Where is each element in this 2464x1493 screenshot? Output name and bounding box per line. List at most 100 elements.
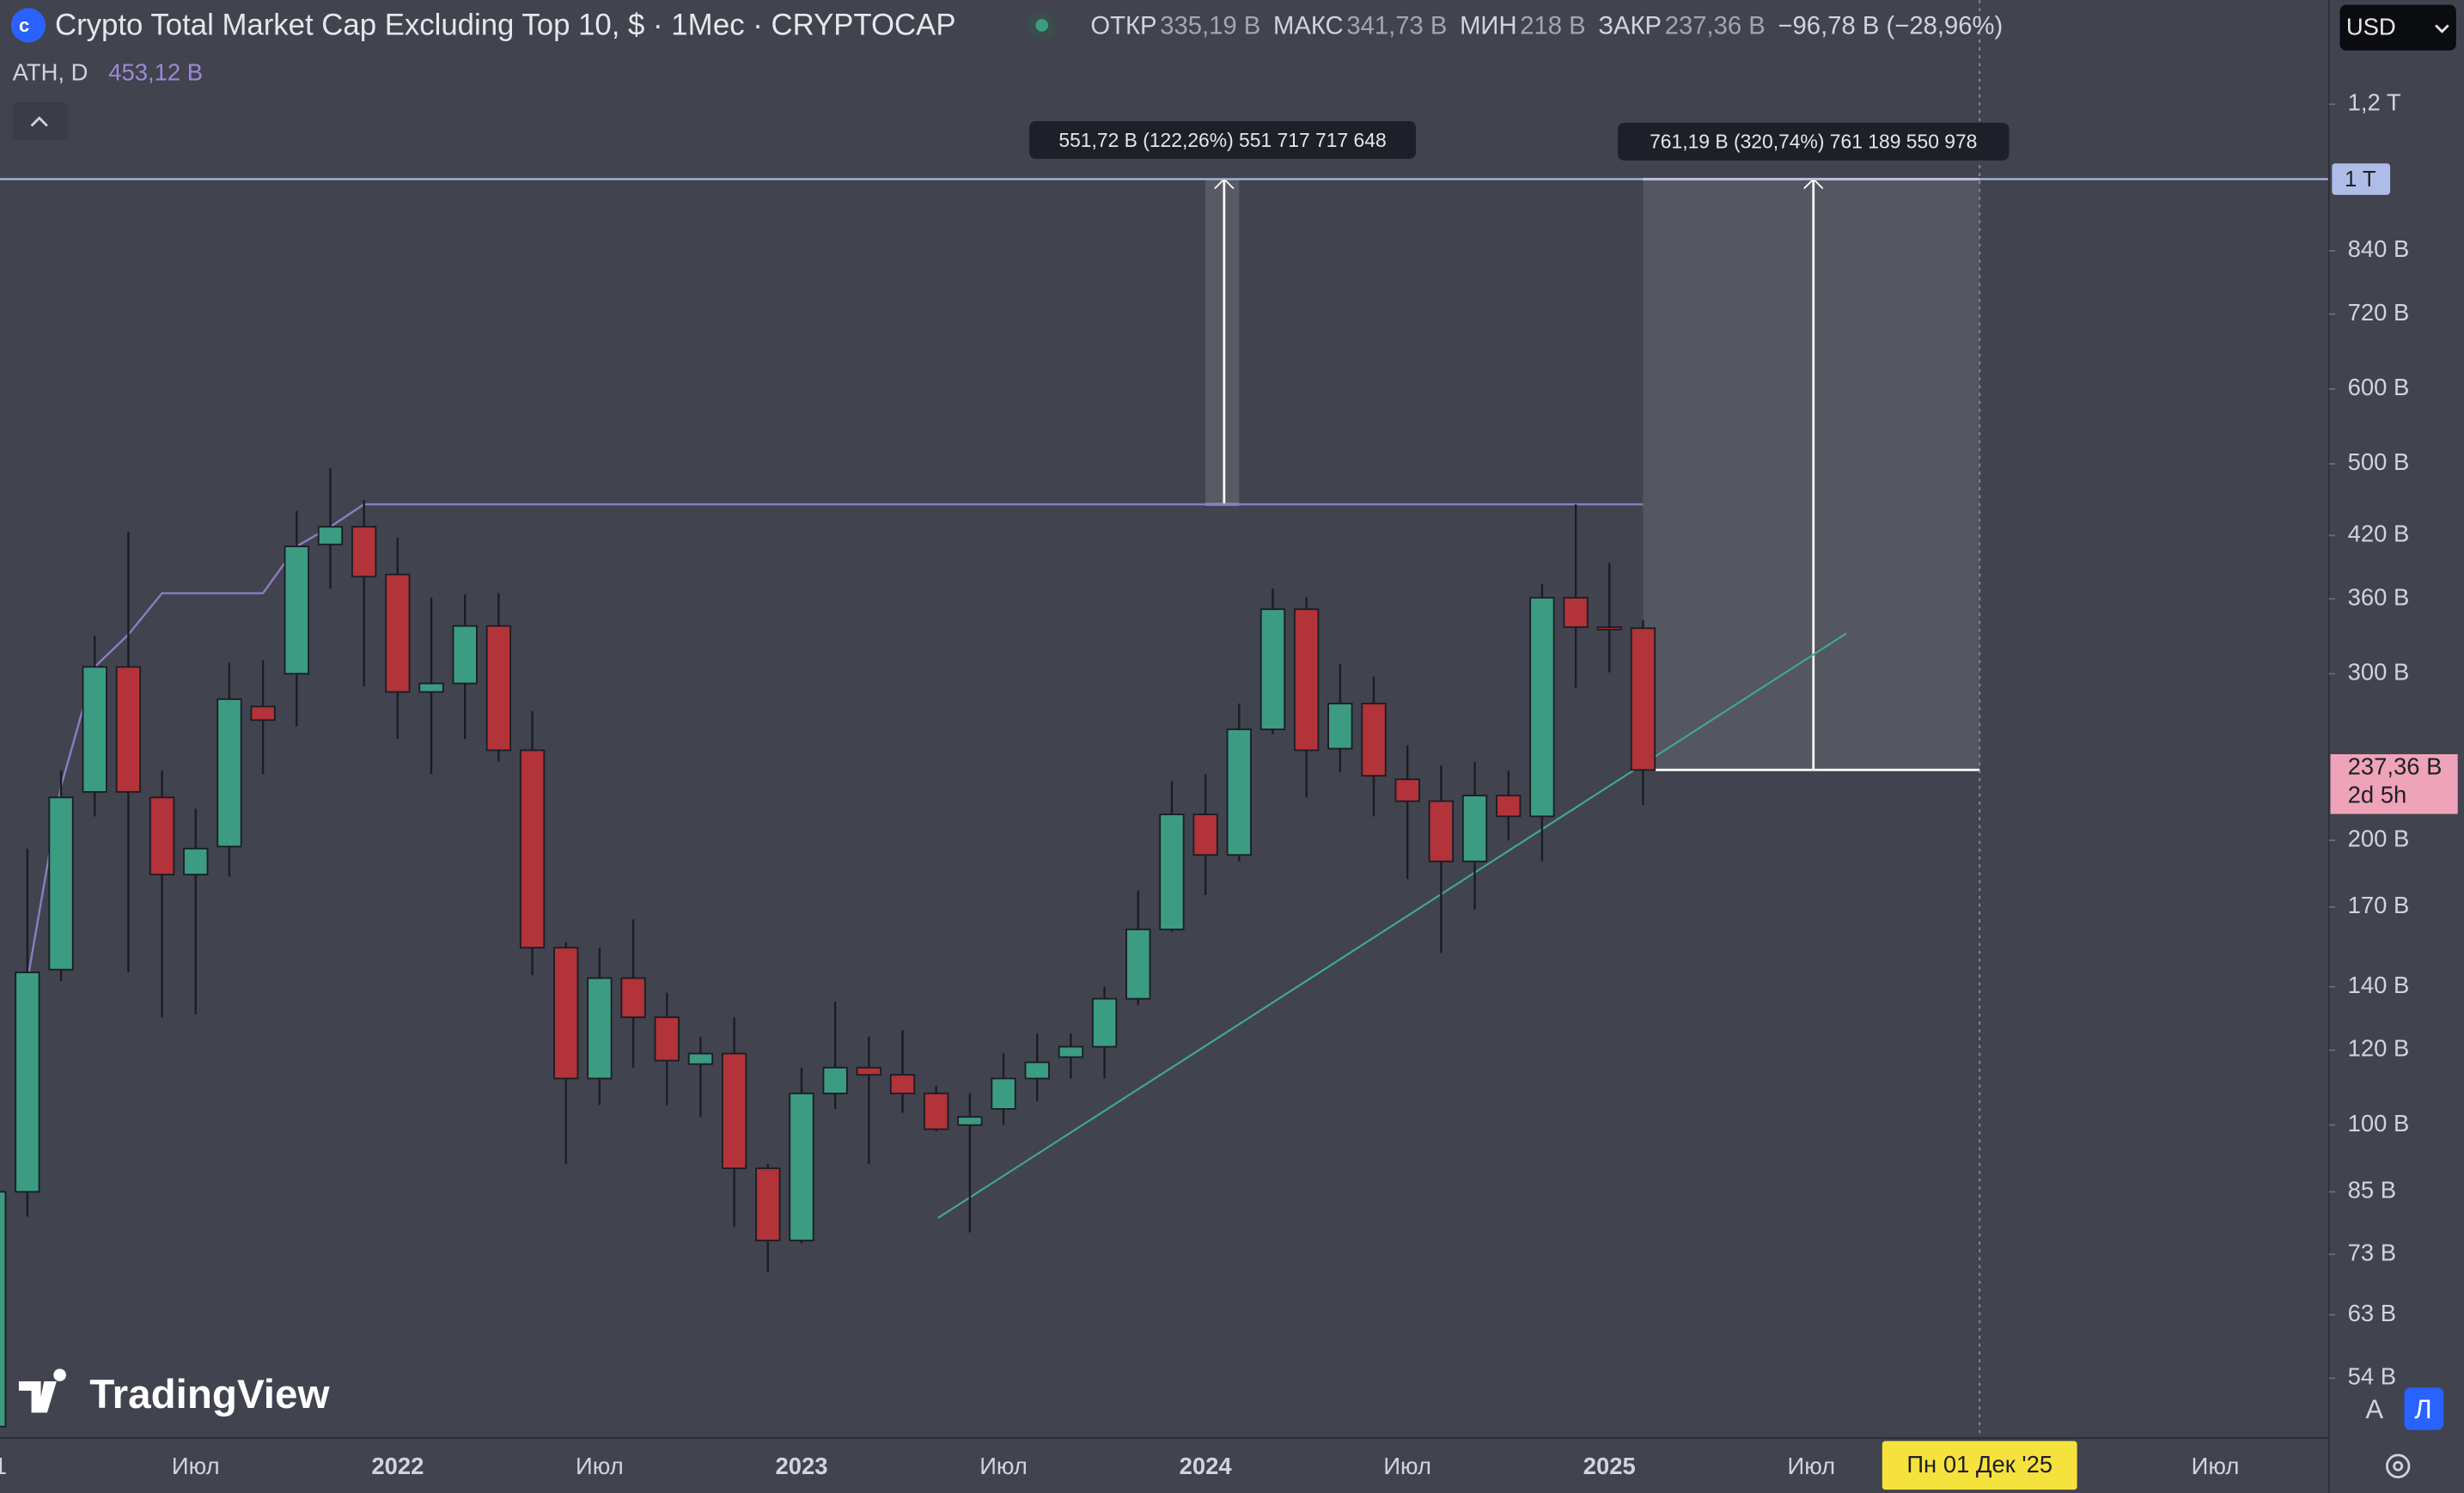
measure-label: 551,72 B (122,26%) 551 717 717 648 <box>1058 129 1386 151</box>
measure-label-bg <box>1618 122 2010 161</box>
candle-body <box>1259 608 1286 730</box>
x-tick-label: Июл <box>1788 1453 1836 1479</box>
collapse-button[interactable] <box>12 102 68 140</box>
candle-body <box>957 1116 983 1126</box>
candle-body <box>1394 778 1420 802</box>
y-tick-label: 120 B <box>2348 1035 2410 1062</box>
y-tick-label: 840 B <box>2348 235 2410 262</box>
stat-value: 335,19 B <box>1160 12 1260 40</box>
x-tick-label: Июл <box>2192 1453 2240 1479</box>
y-tick-label: 360 B <box>2348 583 2410 610</box>
settings-icon[interactable] <box>2386 1453 2411 1478</box>
candle-body <box>1596 626 1622 631</box>
crosshair-badge <box>1882 1441 2077 1490</box>
y-tick-label: 140 B <box>2348 972 2410 998</box>
y-tick-label: 600 B <box>2348 374 2410 400</box>
candle-body <box>48 796 74 971</box>
stat-value: 341,73 B <box>1346 12 1447 40</box>
candle-body <box>822 1066 848 1094</box>
candle-body <box>721 1052 747 1169</box>
last-price-badge <box>2330 754 2458 814</box>
y-tick-label: 85 B <box>2348 1177 2396 1204</box>
candle-body <box>1529 596 1555 818</box>
x-tick-label: Июл <box>1383 1453 1431 1479</box>
measure-box <box>1205 179 1240 505</box>
logo-icon <box>18 1368 66 1413</box>
auto-scale-button[interactable]: A <box>2365 1394 2383 1424</box>
x-tick-label: 2024 <box>1180 1453 1233 1479</box>
hline-label: 1 T <box>2345 168 2376 192</box>
log-scale-button[interactable] <box>2404 1387 2444 1430</box>
candle-body <box>485 625 512 752</box>
chart-title: Crypto Total Market Cap Excluding Top 10… <box>55 9 956 41</box>
candle-body <box>250 705 276 722</box>
y-tick-label: 100 B <box>2348 1110 2410 1137</box>
candle-body <box>452 625 478 685</box>
candle-body <box>149 796 175 875</box>
crosshair-label: Пн 01 Дек '25 <box>1906 1451 2052 1478</box>
x-tick-label: 2022 <box>371 1453 424 1479</box>
candle-body <box>1327 703 1353 750</box>
y-tick-label: 200 B <box>2348 825 2410 851</box>
candle-body <box>115 666 142 793</box>
candle-body <box>687 1052 714 1065</box>
y-tick-label: 420 B <box>2348 521 2410 547</box>
candle-body <box>1192 814 1218 856</box>
candle-body <box>587 977 613 1080</box>
candle-body <box>789 1092 814 1241</box>
candle-body <box>654 1016 680 1062</box>
y-tick-label: 170 B <box>2348 892 2410 918</box>
candle-body <box>82 666 107 793</box>
stat-label: МИН <box>1460 12 1517 40</box>
candle-body <box>1091 997 1118 1048</box>
candle-body <box>1563 596 1589 629</box>
candle-body <box>1125 929 1151 1000</box>
candle-body <box>1428 800 1455 862</box>
candle-body <box>385 573 411 693</box>
candle-body <box>217 698 242 848</box>
y-tick-label: 54 B <box>2348 1363 2396 1390</box>
candle-body <box>351 526 377 578</box>
candle-body <box>418 682 444 693</box>
currency: USD <box>2346 13 2396 40</box>
candle-body <box>1226 728 1252 856</box>
measure-label: 761,19 B (320,74%) 761 189 550 978 <box>1650 131 1977 153</box>
symbol-icon <box>10 8 46 43</box>
candle-body <box>1496 795 1522 818</box>
plot-area <box>0 0 2329 1438</box>
stat-label: ЗАКР <box>1598 12 1662 40</box>
settings-icon <box>2393 1460 2404 1472</box>
log-scale-label: Л <box>2414 1394 2431 1424</box>
status-dot <box>1035 19 1048 32</box>
collapse-icon <box>30 116 48 127</box>
candle-body <box>889 1074 916 1094</box>
candle-body <box>620 977 646 1019</box>
candle-body <box>991 1077 1016 1110</box>
x-tick-label: 21 <box>0 1453 7 1479</box>
currency-select[interactable] <box>2339 4 2456 51</box>
candle-body <box>15 972 40 1193</box>
dropdown-icon <box>2435 24 2449 34</box>
x-tick-label: Июл <box>979 1453 1028 1479</box>
indicator-name: ATH, D <box>13 58 88 85</box>
trend-line <box>937 632 1847 1219</box>
y-tick-label: 300 B <box>2348 659 2410 686</box>
logo: TradingView <box>89 1372 330 1417</box>
candle-body <box>755 1167 781 1241</box>
candle-body <box>1024 1061 1050 1080</box>
candle-body <box>924 1092 949 1130</box>
stat-value: 237,36 B <box>1665 12 1766 40</box>
y-tick-label: 1,2 T <box>2348 89 2401 116</box>
candle-body <box>856 1066 881 1076</box>
candle-body <box>519 749 546 949</box>
measure-box <box>1643 179 1980 771</box>
stat-label: ОТКР <box>1090 12 1156 40</box>
candle-body <box>1159 814 1185 930</box>
candle-body <box>1361 703 1387 777</box>
indicator-value: 453,12 B <box>108 58 203 85</box>
y-tick-label: 500 B <box>2348 448 2410 475</box>
measure-label-bg <box>1029 121 1417 159</box>
y-tick-label: 73 B <box>2348 1239 2396 1265</box>
x-tick-label: Июл <box>576 1453 624 1479</box>
